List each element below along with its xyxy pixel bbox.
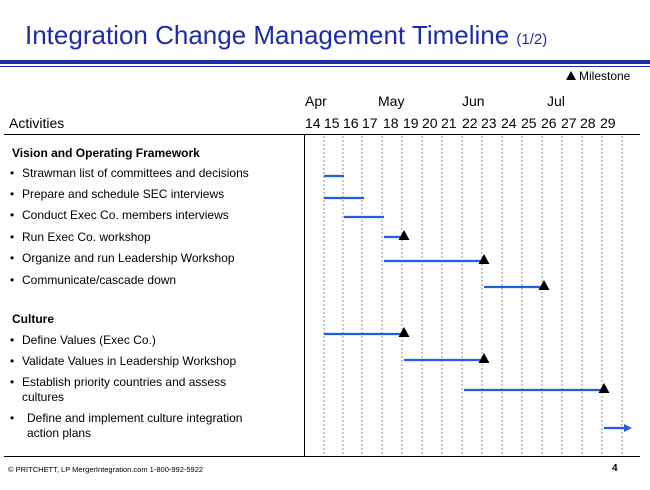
activity-label: Communicate/cascade down (22, 273, 177, 287)
week-label: 17 (362, 115, 378, 131)
section-title: Culture (12, 312, 54, 326)
milestone-triangle-icon (478, 353, 490, 363)
week-label: 27 (561, 115, 577, 131)
milestone-triangle-icon (538, 280, 550, 290)
activity-label: Define and implement culture integration… (27, 411, 243, 440)
month-label: Jul (547, 93, 565, 109)
activity-item: • Run Exec Co. workshop (10, 230, 300, 245)
milestone-triangle-icon (398, 327, 410, 337)
activity-label: Define Values (Exec Co.) (22, 333, 156, 347)
milestone-triangle-icon (598, 383, 610, 393)
activity-item: • Organize and run Leadership Workshop (10, 251, 300, 266)
page-number: 4 (612, 463, 618, 474)
week-label: 15 (324, 115, 340, 131)
bullet: • (10, 411, 15, 425)
week-label: 18 (383, 115, 399, 131)
activity-label: Prepare and schedule SEC interviews (22, 187, 225, 201)
bullet: • (10, 354, 15, 368)
activity-label: Establish priority countries and assess … (22, 375, 227, 404)
legend: Milestone (566, 69, 630, 83)
activity-item: • Communicate/cascade down (10, 273, 300, 288)
title-rule-thin (0, 66, 650, 67)
activity-item: • Prepare and schedule SEC interviews (10, 187, 300, 202)
bullet: • (10, 273, 15, 287)
activity-item: • Conduct Exec Co. members interviews (10, 208, 300, 223)
bullet: • (10, 166, 15, 180)
bullet: • (10, 230, 15, 244)
activities-column-header: Activities (9, 115, 65, 131)
footer-divider (4, 456, 640, 457)
header-divider (4, 134, 640, 135)
week-label: 26 (541, 115, 557, 131)
activity-item: • Define Values (Exec Co.) (10, 333, 300, 348)
activity-label: Conduct Exec Co. members interviews (22, 208, 229, 222)
bullet: • (10, 208, 15, 222)
month-label: Apr (305, 93, 327, 109)
bullet: • (10, 375, 15, 389)
activity-label: Run Exec Co. workshop (22, 230, 151, 244)
milestone-triangle-icon (398, 230, 410, 240)
week-label: 29 (600, 115, 616, 131)
activity-label: Strawman list of committees and decision… (22, 166, 249, 180)
legend-label: Milestone (579, 69, 631, 83)
activity-item: • Strawman list of committees and decisio… (10, 166, 300, 181)
section-title: Vision and Operating Framework (12, 146, 200, 160)
activity-item: • Define and implement culture integratio… (10, 411, 262, 441)
activity-item: • Establish priority countries and assess… (10, 375, 300, 405)
page-title: Integration Change Management Timeline (… (25, 20, 547, 51)
month-label: Jun (462, 93, 485, 109)
week-label: 20 (422, 115, 438, 131)
bullet: • (10, 251, 15, 265)
milestone-triangle-icon (566, 71, 576, 80)
column-divider (304, 134, 305, 456)
week-label: 28 (580, 115, 596, 131)
activity-item: • Validate Values in Leadership Workshop (10, 354, 300, 369)
week-label: 21 (441, 115, 457, 131)
bar-arrow-icon (624, 424, 632, 432)
title-text: Integration Change Management Timeline (25, 20, 510, 50)
bullet: • (10, 187, 15, 201)
week-label: 16 (343, 115, 359, 131)
title-rule-thick (0, 60, 650, 64)
activity-label: Organize and run Leadership Workshop (22, 251, 235, 265)
week-label: 24 (501, 115, 517, 131)
week-label: 25 (521, 115, 537, 131)
week-label: 22 (462, 115, 478, 131)
milestone-triangle-icon (478, 254, 490, 264)
footer-text: © PRITCHETT, LP MergerIntegration.com 1-… (8, 465, 204, 474)
week-label: 19 (403, 115, 419, 131)
week-label: 23 (481, 115, 497, 131)
activity-label: Validate Values in Leadership Workshop (22, 354, 237, 368)
bullet: • (10, 333, 15, 347)
month-label: May (378, 93, 405, 109)
week-label: 14 (305, 115, 321, 131)
title-suffix: (1/2) (516, 31, 548, 48)
